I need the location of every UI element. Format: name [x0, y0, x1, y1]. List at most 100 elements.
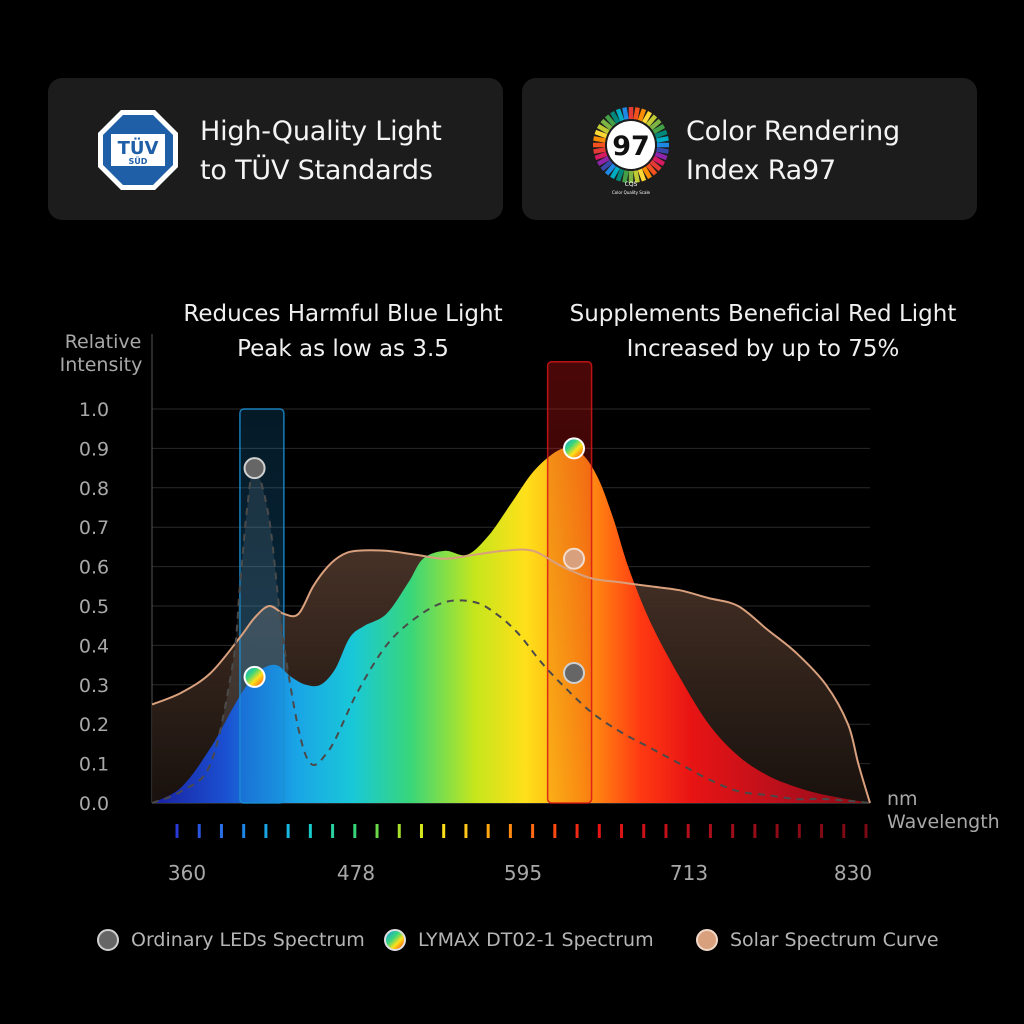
cqs-badge-number: 97 [612, 131, 650, 162]
cqs-ring-segment [622, 107, 629, 120]
wavelength-tick [419, 824, 423, 838]
cqs-ring-segment [594, 129, 608, 139]
wavelength-tick [331, 824, 335, 838]
wavelength-tick [864, 824, 868, 838]
tuv-card-text: High-Quality Light to TÜV Standards [200, 112, 442, 190]
x-tick-labels: 360 478 595 713 830 [168, 861, 872, 885]
cqs-ring-segment [652, 124, 666, 134]
cqs-badge-icon: 97 CQS Color Quality Scale [593, 107, 669, 195]
lymax-marker [563, 437, 586, 460]
cqs-ring-segment [649, 118, 662, 131]
chart-lines [151, 467, 871, 804]
wavelength-tick [531, 824, 535, 838]
red-annotation-line-2: Increased by up to 75% [627, 336, 900, 362]
wavelength-tick [175, 824, 179, 838]
y-tick-label: 0.5 [79, 596, 109, 618]
wavelength-tick [664, 824, 668, 838]
cri-card-line-2: Index Ra97 [686, 155, 836, 186]
wavelength-tick [464, 824, 468, 838]
legend-item-lymax: LYMAX DT02-1 Spectrum [384, 926, 654, 954]
cqs-ring-segment [594, 151, 608, 161]
cqs-ring-segment [654, 129, 668, 139]
cqs-ring-segment [600, 118, 613, 131]
wavelength-tick [308, 824, 312, 838]
cqs-ring-segment [642, 110, 652, 124]
x-axis-label-line-2: Wavelength [887, 811, 1000, 833]
wavelength-tick [686, 824, 690, 838]
ordinary-marker [243, 457, 266, 480]
legend-item-ordinary: Ordinary LEDs Spectrum [97, 926, 365, 954]
legend-lymax-label: LYMAX DT02-1 Spectrum [418, 929, 654, 951]
cqs-ring-segment [615, 108, 625, 122]
wavelength-tick [508, 824, 512, 838]
cqs-badge-ring-text: Color Quality Scale [612, 190, 651, 195]
wavelength-tick [775, 824, 779, 838]
cqs-ring-segment [596, 156, 610, 166]
cri-card-line-1: Color Rendering [686, 116, 900, 147]
wavelength-tick [620, 824, 624, 838]
legend-ordinary-dot-icon [97, 929, 119, 951]
legend-item-solar: Solar Spectrum Curve [696, 926, 939, 954]
cqs-ring-segment [633, 170, 640, 183]
wavelength-tick [264, 824, 268, 838]
legend-ordinary-label: Ordinary LEDs Spectrum [131, 929, 365, 951]
cqs-ring-segment [645, 163, 658, 176]
cri-card-text: Color Rendering Index Ra97 [686, 112, 900, 190]
wavelength-tick [286, 824, 290, 838]
blue-annotation-line-1: Reduces Harmful Blue Light [183, 301, 502, 327]
wavelength-tick [642, 824, 646, 838]
cqs-ring-segment [604, 163, 617, 176]
solar-marker [563, 547, 586, 570]
solar-line [151, 548, 871, 804]
wavelength-strip [175, 824, 868, 838]
y-tick-label: 0.4 [79, 635, 109, 657]
wavelength-tick [197, 824, 201, 838]
cqs-ring-segment [652, 156, 666, 166]
ordinary-dashed-line [151, 467, 871, 804]
cqs-ring-segment [642, 166, 652, 180]
blue-highlight-box [239, 408, 285, 804]
y-tick-label: 0.1 [79, 754, 109, 776]
y-tick-label: 0.6 [79, 557, 109, 579]
cqs-ring-segment [656, 147, 669, 154]
wavelength-tick [353, 824, 357, 838]
wavelength-tick [242, 824, 246, 838]
wavelength-tick [797, 824, 801, 838]
tuv-logo-text: TÜV [118, 137, 159, 159]
x-axis-label-line-1: nm [887, 788, 918, 810]
tuv-logo-subtext: SÜD [129, 156, 148, 166]
wavelength-tick [575, 824, 579, 838]
chart-markers [243, 437, 586, 688]
cqs-ring-segment [593, 136, 606, 143]
y-tick-label: 0.7 [79, 517, 109, 539]
cqs-ring-segment [645, 114, 658, 127]
x-tick-label: 713 [670, 861, 708, 885]
y-axis-label-line-2: Intensity [60, 354, 143, 376]
blue-annotation-line-2: Peak as low as 3.5 [237, 336, 449, 362]
wavelength-tick [820, 824, 824, 838]
cqs-ring-segment [593, 147, 606, 154]
y-tick-labels: 0.0 0.1 0.2 0.3 0.4 0.5 0.6 0.7 0.8 0.9 1.0 [79, 399, 109, 815]
highlight-boxes [239, 360, 593, 804]
y-tick-label: 0.2 [79, 714, 109, 736]
legend-lymax-dot-icon [384, 929, 406, 951]
y-tick-label: 0.9 [79, 438, 109, 460]
cqs-ring-segment [637, 168, 647, 182]
x-tick-label: 360 [168, 861, 206, 885]
cqs-ring-segment [649, 159, 662, 172]
red-highlight-box [546, 360, 593, 804]
ordinary-marker [563, 661, 586, 684]
cqs-badge-label: CQS [625, 181, 638, 188]
x-tick-label: 595 [504, 861, 542, 885]
cqs-ring-segment [604, 114, 617, 127]
wavelength-tick [753, 824, 757, 838]
cri-card: 97 CQS Color Quality Scale Color Renderi… [522, 78, 977, 220]
y-tick-label: 0.8 [79, 478, 109, 500]
wavelength-tick [486, 824, 490, 838]
y-tick-label: 0.3 [79, 675, 109, 697]
tuv-card: TÜV SÜD High-Quality Light to TÜV Standa… [48, 78, 503, 220]
x-tick-label: 478 [337, 861, 375, 885]
cqs-ring-segment [610, 110, 620, 124]
wavelength-tick [597, 824, 601, 838]
